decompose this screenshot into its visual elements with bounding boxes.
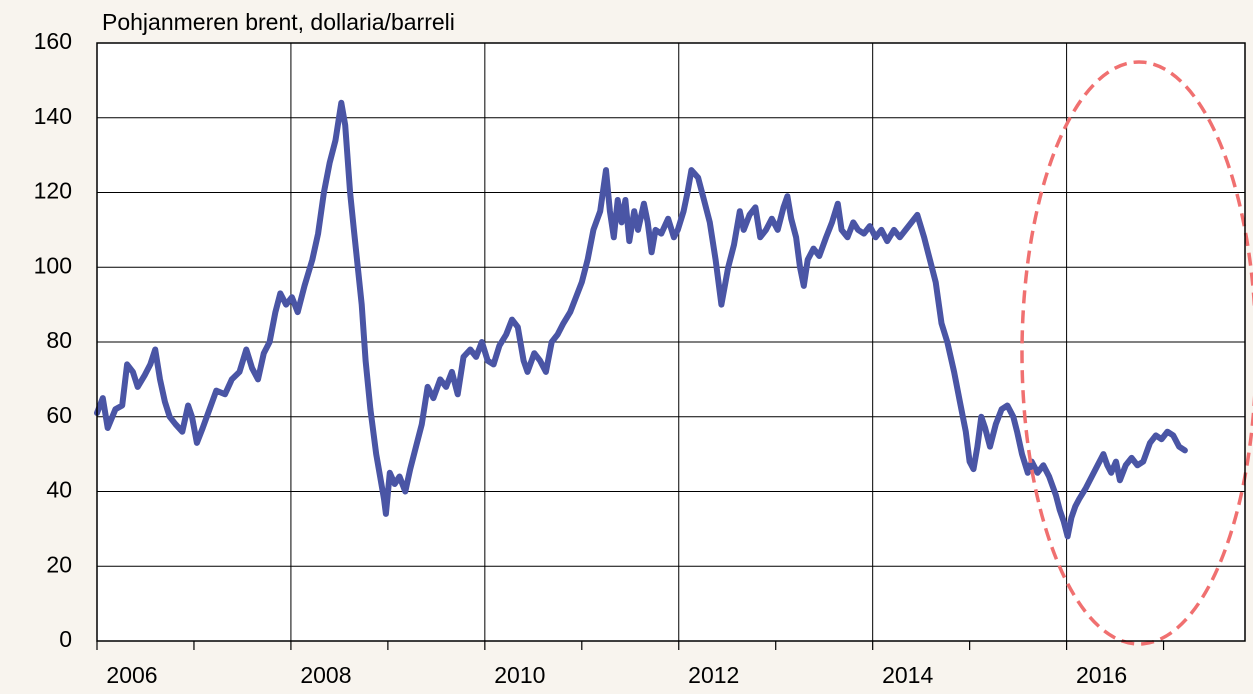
x-tick-label: 2014 — [882, 662, 933, 688]
y-tick-label: 60 — [46, 402, 72, 428]
y-tick-label: 20 — [46, 551, 72, 577]
x-tick-label: 2008 — [300, 662, 351, 688]
y-tick-label: 160 — [34, 28, 72, 54]
y-tick-label: 120 — [34, 178, 72, 204]
y-tick-label: 140 — [34, 103, 72, 129]
chart-title: Pohjanmeren brent, dollaria/barreli — [102, 9, 455, 35]
lines — [94, 99, 1188, 540]
x-tick-label: 2010 — [494, 662, 545, 688]
y-tick-label: 0 — [59, 626, 72, 652]
x-tick-label: 2016 — [1076, 662, 1127, 688]
plot-frame — [96, 42, 1246, 642]
highlight-ellipse — [1020, 60, 1253, 646]
y-tick-label: 100 — [34, 252, 72, 278]
y-tick-label: 80 — [46, 327, 72, 353]
price-line — [94, 99, 1188, 540]
x-tick-label: 2006 — [106, 662, 157, 688]
y-tick-label: 40 — [46, 477, 72, 503]
x-tick-label: 2012 — [688, 662, 739, 688]
